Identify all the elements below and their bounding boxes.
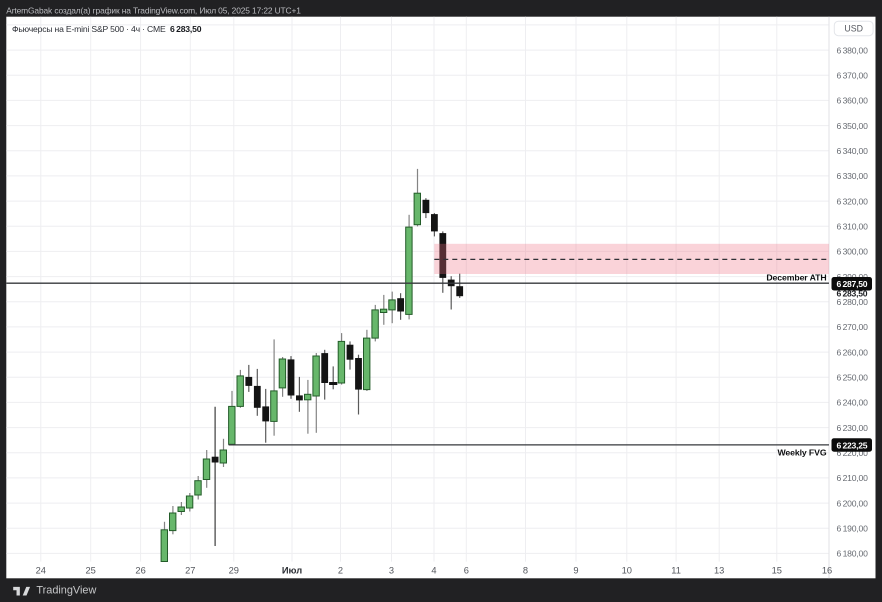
svg-text:6 250,00: 6 250,00: [837, 373, 869, 383]
svg-text:6 380,00: 6 380,00: [837, 45, 869, 55]
svg-text:6 320,00: 6 320,00: [837, 196, 869, 206]
svg-text:6 280,00: 6 280,00: [837, 297, 869, 307]
svg-text:15: 15: [772, 566, 782, 576]
svg-text:11: 11: [671, 566, 681, 576]
svg-text:25: 25: [86, 566, 96, 576]
svg-text:6 200,00: 6 200,00: [837, 498, 869, 508]
svg-text:Weekly FVG: Weekly FVG: [777, 447, 826, 457]
svg-text:6 180,00: 6 180,00: [837, 549, 869, 559]
svg-text:2: 2: [338, 566, 343, 576]
svg-text:24: 24: [36, 566, 46, 576]
svg-text:ArtemGabak создал(а) график на: ArtemGabak создал(а) график на TradingVi…: [6, 5, 301, 15]
svg-text:6 330,00: 6 330,00: [837, 171, 869, 181]
svg-text:December ATH: December ATH: [766, 273, 826, 283]
svg-text:6 290,00: 6 290,00: [837, 272, 869, 282]
svg-text:6 370,00: 6 370,00: [837, 71, 869, 81]
svg-text:TradingView: TradingView: [36, 584, 96, 596]
svg-text:16: 16: [822, 566, 832, 576]
svg-text:Июл: Июл: [282, 566, 302, 576]
svg-text:6 210,00: 6 210,00: [837, 473, 869, 483]
svg-text:13: 13: [714, 566, 724, 576]
svg-text:29: 29: [229, 566, 239, 576]
svg-text:6 270,00: 6 270,00: [837, 322, 869, 332]
svg-text:3: 3: [389, 566, 394, 576]
svg-text:6 240,00: 6 240,00: [837, 398, 869, 408]
svg-text:6 260,00: 6 260,00: [837, 347, 869, 357]
svg-text:6 220,00: 6 220,00: [837, 448, 869, 458]
svg-text:6 350,00: 6 350,00: [837, 121, 869, 131]
svg-text:6 360,00: 6 360,00: [837, 96, 869, 106]
svg-text:9: 9: [573, 566, 578, 576]
svg-text:26: 26: [135, 566, 145, 576]
svg-text:6 300,00: 6 300,00: [837, 247, 869, 257]
svg-text:10: 10: [622, 566, 632, 576]
svg-text:6 287,50: 6 287,50: [837, 279, 868, 289]
svg-text:6 310,00: 6 310,00: [837, 222, 869, 232]
svg-text:6 190,00: 6 190,00: [837, 524, 869, 534]
svg-text:6: 6: [464, 566, 469, 576]
svg-text:6 223,25: 6 223,25: [837, 440, 868, 450]
svg-text:USD: USD: [844, 24, 863, 34]
svg-text:4: 4: [431, 566, 436, 576]
svg-text:6 340,00: 6 340,00: [837, 146, 869, 156]
svg-text:Фьючерсы на E-mini S&P 500 · 4: Фьючерсы на E-mini S&P 500 · 4ч · CME 6 …: [12, 24, 202, 34]
svg-text:8: 8: [523, 566, 528, 576]
svg-text:6 283,50: 6 283,50: [837, 288, 868, 298]
svg-text:6 230,00: 6 230,00: [837, 423, 869, 433]
svg-text:27: 27: [185, 566, 195, 576]
